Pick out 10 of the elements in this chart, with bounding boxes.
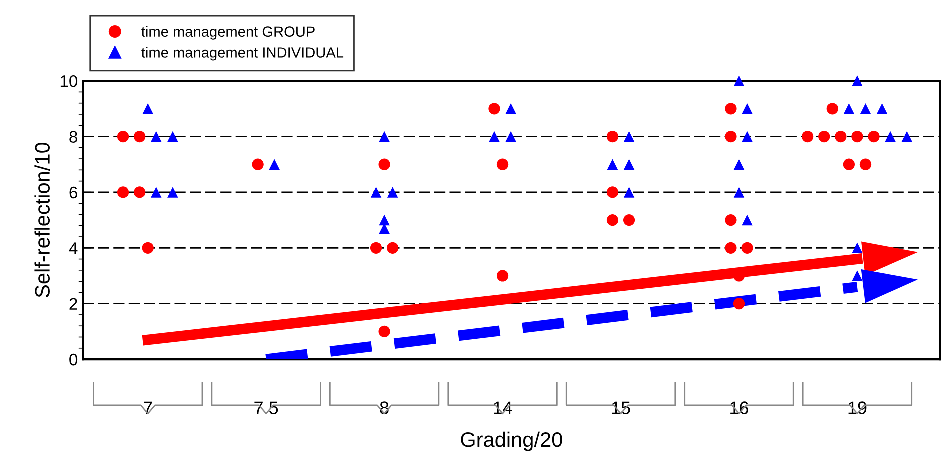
y-tick-label: 4 [69, 242, 78, 254]
y-tick-label: 6 [70, 186, 78, 199]
x-axis-title: Grading/20 [461, 432, 562, 452]
y-axis-title: Self-reflection/10 [34, 142, 50, 298]
y-tick-label: 10 [60, 75, 78, 88]
y-tick-label: 2 [70, 298, 78, 310]
legend-label: time management GROUP [142, 26, 315, 40]
legend-label: time management INDIVIDUAL [142, 47, 344, 61]
y-tick-label: 0 [70, 354, 78, 366]
y-tick-label: 8 [70, 131, 78, 143]
